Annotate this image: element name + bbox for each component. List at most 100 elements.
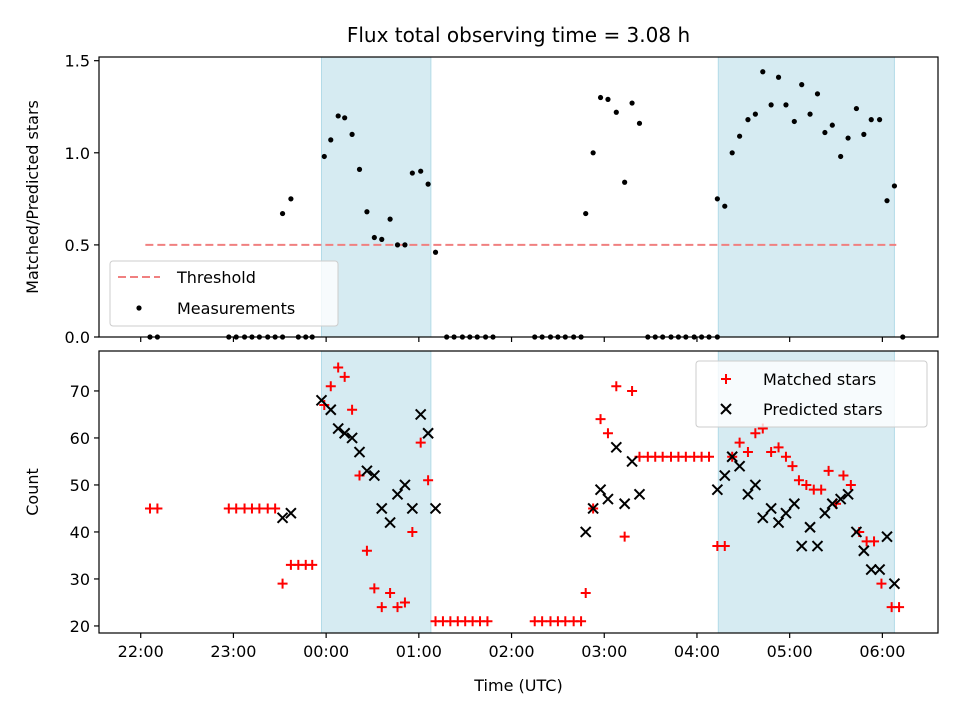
data-point [766, 447, 777, 458]
legend-matched-swatch [721, 374, 731, 384]
data-point [425, 181, 431, 187]
data-point [842, 488, 854, 501]
data-point [407, 526, 418, 537]
data-point [853, 105, 860, 112]
data-point [783, 102, 789, 108]
data-point [376, 602, 387, 613]
data-point [722, 203, 728, 209]
y-tick-label: 0.0 [65, 328, 90, 347]
data-point [325, 404, 337, 416]
data-point [881, 530, 893, 543]
y-tick-label: 0.5 [65, 236, 90, 255]
data-point [633, 488, 646, 501]
data-point [594, 483, 607, 496]
data-point [379, 236, 385, 242]
data-point [742, 447, 753, 458]
data-point [277, 578, 288, 589]
data-point [787, 461, 798, 472]
data-point [838, 470, 849, 481]
y-tick-label: 30 [70, 570, 90, 589]
data-point [270, 503, 281, 514]
data-point [346, 432, 358, 444]
data-point [729, 150, 735, 156]
data-point [829, 122, 835, 128]
data-point [605, 96, 611, 102]
data-point [891, 183, 898, 189]
x-tick-label: 06:00 [859, 642, 905, 661]
y-tick-label: 20 [70, 617, 90, 636]
data-point [387, 216, 393, 222]
data-point [560, 616, 571, 627]
legend-predicted-label: Predicted stars [763, 400, 883, 419]
data-point [423, 475, 434, 486]
x-tick-label: 04:00 [674, 642, 720, 661]
data-point [733, 460, 746, 472]
data-point [328, 137, 334, 143]
data-point [869, 536, 880, 547]
data-point [276, 512, 289, 524]
data-point [279, 210, 286, 217]
data-point [353, 446, 366, 458]
data-point [597, 94, 604, 101]
data-point [807, 111, 813, 117]
data-point [537, 616, 548, 627]
data-point [356, 166, 363, 172]
data-point [364, 209, 370, 215]
data-point [793, 475, 804, 486]
data-point [737, 133, 743, 139]
y-tick-label: 50 [70, 476, 90, 495]
data-point [394, 242, 401, 248]
data-point [587, 502, 599, 515]
data-point [876, 117, 883, 123]
legend: Threshold Measurements [109, 260, 339, 327]
data-point [629, 100, 635, 106]
legend-matched-label: Matched stars [763, 370, 876, 389]
data-point [823, 465, 834, 476]
data-point [714, 196, 720, 202]
data-point [791, 118, 797, 125]
data-point [626, 455, 638, 468]
data-point [788, 498, 801, 510]
top-panel: 0.0 0.5 1.0 1.5 Matched/Predicted stars Flux … [23, 23, 939, 347]
data-point [752, 111, 758, 117]
data-point [414, 408, 427, 421]
data-point [834, 493, 847, 505]
chart-title: Flux total observing time = 3.08 h [347, 23, 690, 47]
data-point [368, 469, 381, 482]
data-point [816, 484, 827, 495]
plot-frame [98, 350, 939, 634]
data-point [622, 179, 628, 185]
data-point [780, 451, 791, 462]
data-point [321, 153, 327, 160]
data-point [580, 526, 592, 538]
data-point [399, 597, 410, 608]
data-point [845, 479, 856, 490]
data-point [391, 488, 404, 501]
shaded-region [320, 350, 432, 634]
data-point [627, 385, 638, 396]
data-point [333, 362, 344, 373]
x-tick-label: 00:00 [303, 642, 349, 661]
data-point [719, 541, 730, 552]
data-point [680, 451, 691, 462]
legend-box [695, 360, 928, 428]
data-point [231, 503, 242, 514]
shaded-region [717, 56, 895, 338]
data-point [796, 540, 808, 552]
data-point [590, 150, 596, 156]
data-point [602, 493, 614, 505]
data-point [773, 442, 784, 453]
x-tick-label: 02:00 [488, 642, 534, 661]
x-tick-label: 01:00 [396, 642, 442, 661]
data-point [775, 74, 782, 80]
data-point [749, 479, 762, 491]
data-point [804, 521, 816, 533]
legend-predicted-swatch [720, 403, 732, 415]
data-point [602, 428, 613, 439]
data-point [288, 196, 294, 202]
data-point [339, 371, 350, 382]
shaded-region [320, 56, 432, 338]
data-point [418, 168, 424, 174]
data-point [347, 404, 358, 415]
data-point [315, 394, 328, 407]
